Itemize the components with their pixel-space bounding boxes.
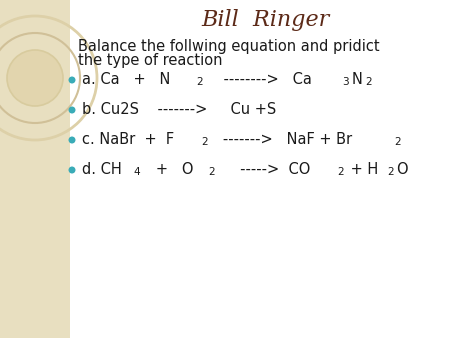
Text: +   O: + O <box>142 163 194 177</box>
Text: -------->   Ca: --------> Ca <box>205 72 311 88</box>
Text: O: O <box>396 163 408 177</box>
Text: 2: 2 <box>196 77 202 87</box>
Text: 2: 2 <box>338 167 344 177</box>
Text: 2: 2 <box>365 77 372 87</box>
Circle shape <box>68 137 76 144</box>
Text: 2: 2 <box>201 137 207 147</box>
Circle shape <box>68 106 76 114</box>
Text: Balance the follwing equation and pridict: Balance the follwing equation and pridic… <box>78 39 380 53</box>
Text: + H: + H <box>346 163 378 177</box>
Text: the type of reaction: the type of reaction <box>78 52 222 68</box>
Text: d. CH: d. CH <box>82 163 122 177</box>
Text: 3: 3 <box>342 77 349 87</box>
Text: c. NaBr  +  F: c. NaBr + F <box>82 132 174 147</box>
Text: 4: 4 <box>133 167 140 177</box>
Text: N: N <box>351 72 362 88</box>
Text: ------->   NaF + Br: -------> NaF + Br <box>209 132 352 147</box>
Bar <box>0 0 70 338</box>
Text: Bill  Ringer: Bill Ringer <box>201 9 329 31</box>
Text: 2: 2 <box>208 167 215 177</box>
Circle shape <box>68 76 76 83</box>
Text: 2: 2 <box>394 137 400 147</box>
Text: b. Cu2S    ------->     Cu +S: b. Cu2S -------> Cu +S <box>82 102 276 118</box>
Text: 2: 2 <box>387 167 394 177</box>
Circle shape <box>68 167 76 173</box>
Text: ----->  CO: -----> CO <box>217 163 310 177</box>
Circle shape <box>7 50 63 106</box>
Text: a. Ca   +   N: a. Ca + N <box>82 72 171 88</box>
